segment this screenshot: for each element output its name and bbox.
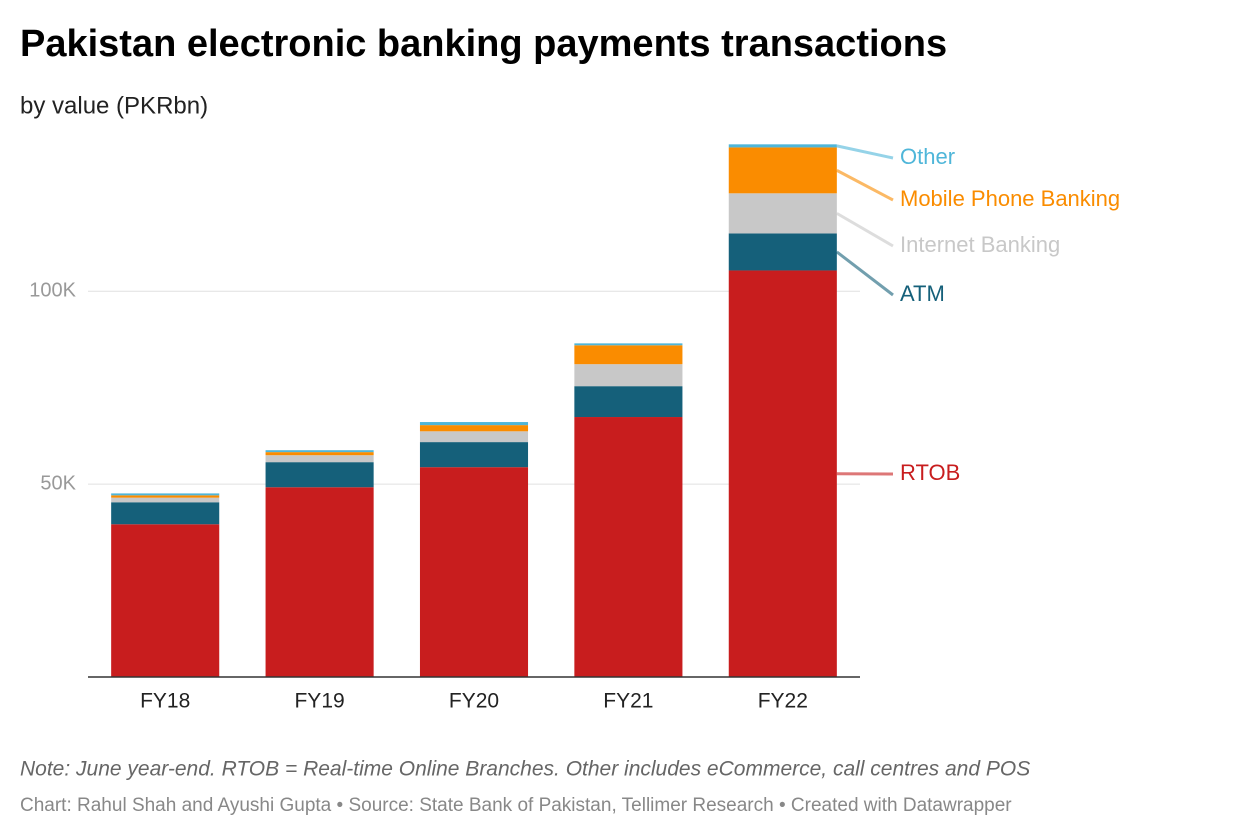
bar-segment	[265, 487, 374, 677]
x-tick-label: FY19	[294, 690, 344, 713]
legend-leader	[836, 169, 894, 202]
bar-segment	[419, 425, 529, 432]
bar-segment	[111, 524, 220, 677]
x-tick-label: FY18	[140, 690, 190, 713]
legend-label: Other	[900, 144, 955, 169]
legend-label: Mobile Phone Banking	[900, 186, 1120, 211]
bar-segment	[728, 193, 837, 234]
note: Note: June year-end. RTOB = Real-time On…	[20, 758, 1030, 781]
x-tick-label: FY22	[758, 690, 808, 713]
bar-segment	[728, 233, 837, 271]
bar-segment	[111, 502, 220, 525]
x-tick-label: FY20	[449, 690, 499, 713]
legend-label: RTOB	[900, 460, 960, 485]
legend-leader	[836, 212, 894, 248]
legend-leader	[836, 144, 894, 160]
bar-segment	[265, 450, 374, 453]
credit: Chart: Rahul Shah and Ayushi Gupta • Sou…	[20, 795, 1012, 816]
legend-label: ATM	[900, 281, 945, 306]
bar-segment	[419, 422, 529, 426]
bar-segment	[419, 467, 529, 677]
bar-segment	[574, 343, 683, 346]
bar-segment	[111, 495, 220, 498]
bar-segment	[574, 417, 683, 677]
bar-segment	[265, 455, 374, 463]
bar-segment	[574, 364, 683, 387]
bar-segment	[111, 497, 220, 503]
y-tick-label: 50K	[40, 472, 76, 494]
bar-segment	[419, 442, 529, 468]
chart-title: Pakistan electronic banking payments tra…	[20, 23, 947, 65]
bar-segment	[419, 431, 529, 443]
bar-segment	[728, 144, 837, 148]
bar-segment	[265, 462, 374, 488]
y-tick-label: 100K	[29, 280, 76, 302]
bar-segment	[728, 270, 837, 677]
legend-label: Internet Banking	[900, 232, 1060, 257]
legend-leader	[835, 250, 894, 297]
bar-segment	[574, 345, 683, 365]
chart-subtitle: by value (PKRbn)	[20, 92, 208, 119]
bar-segment	[111, 493, 220, 496]
bar-segment	[574, 386, 683, 418]
bar-segment	[728, 147, 837, 194]
x-tick-label: FY21	[603, 690, 653, 713]
bar-segment	[265, 452, 374, 456]
